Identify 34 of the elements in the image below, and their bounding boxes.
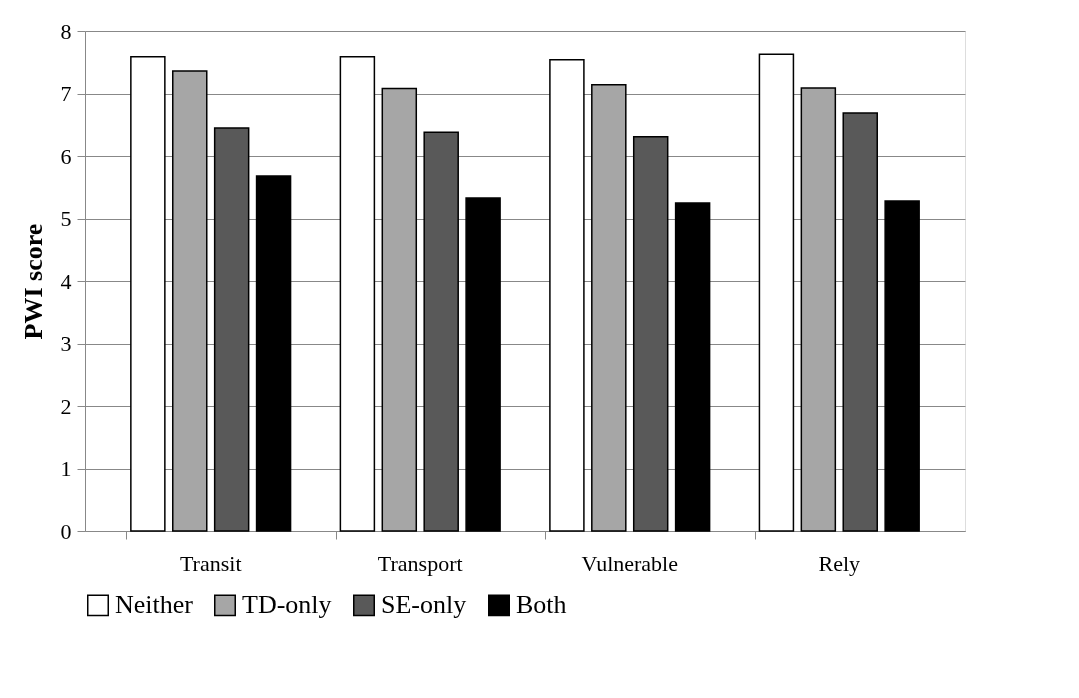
x-tick-label: Transport: [377, 550, 463, 576]
bar: [884, 200, 920, 532]
bar: [758, 53, 795, 532]
bar: [130, 55, 166, 532]
bar: [842, 112, 878, 532]
bar: [381, 87, 418, 532]
bar: [591, 84, 627, 532]
bar: [632, 135, 669, 532]
bar: [172, 70, 208, 532]
legend-label: Both: [516, 590, 567, 620]
y-tick-label: 7: [60, 81, 72, 106]
y-tick-label: 6: [60, 143, 72, 169]
y-tick-label: 0: [60, 518, 72, 544]
x-tick-label: Transit: [179, 550, 242, 576]
x-tick-label: Rely: [818, 550, 861, 576]
bar: [800, 87, 837, 532]
x-tick-label: Vulnerable: [581, 550, 678, 576]
legend-label: Neither: [115, 590, 194, 620]
bar: [674, 202, 711, 532]
y-tick-label: 5: [60, 206, 72, 231]
bar: [255, 175, 292, 532]
bar: [465, 197, 501, 532]
y-tick-label: 2: [60, 393, 72, 419]
bar: [423, 131, 459, 532]
bar: [213, 127, 250, 532]
y-tick-label: 3: [60, 331, 72, 356]
y-tick-label: 4: [60, 268, 72, 294]
bar: [549, 59, 585, 532]
legend-label: SE-only: [381, 590, 467, 620]
y-axis-title: PWI score: [18, 223, 48, 340]
y-tick-label: 1: [60, 456, 72, 481]
legend-label: TD-only: [242, 590, 332, 620]
bar: [339, 55, 376, 532]
y-tick-label: 8: [60, 18, 72, 44]
